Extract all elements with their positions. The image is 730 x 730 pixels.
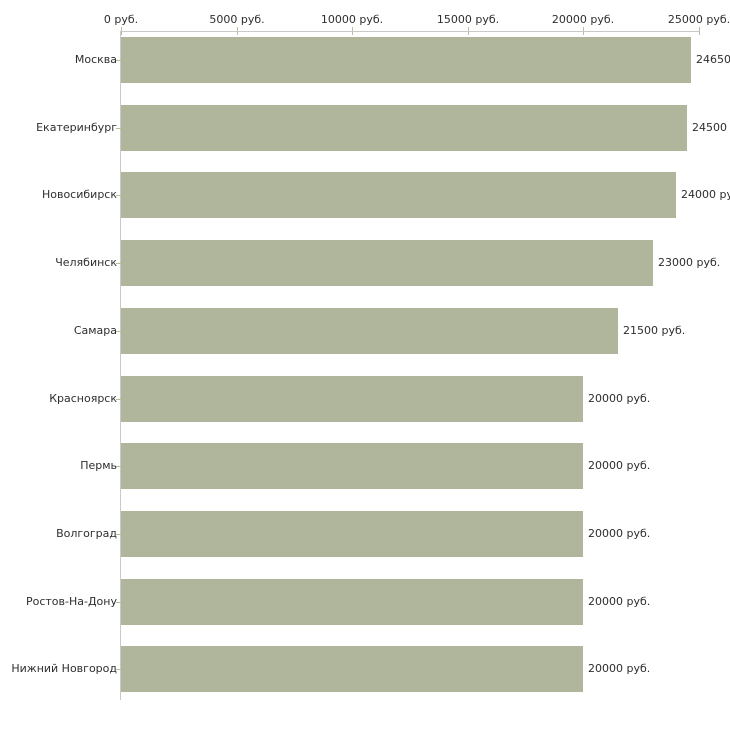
category-label: Волгоград xyxy=(56,527,117,540)
bar xyxy=(121,443,583,489)
bar xyxy=(121,579,583,625)
x-tick-mark xyxy=(699,27,700,35)
category-label: Ростов-На-Дону xyxy=(25,595,117,608)
category-label: Красноярск xyxy=(49,392,117,405)
y-tick-mark xyxy=(116,331,121,332)
x-tick-label: 5000 руб. xyxy=(209,13,265,26)
bar xyxy=(121,511,583,557)
value-label: 24000 руб. xyxy=(681,188,730,201)
x-tick-label: 25000 руб. xyxy=(667,13,730,26)
value-label: 20000 руб. xyxy=(588,662,651,675)
value-label: 20000 руб. xyxy=(588,392,651,405)
value-label: 20000 руб. xyxy=(588,595,651,608)
category-label: Пермь xyxy=(80,459,117,472)
y-tick-mark xyxy=(116,60,121,61)
bar xyxy=(121,308,618,354)
y-axis-line xyxy=(120,31,121,700)
y-tick-mark xyxy=(116,534,121,535)
category-label: Екатеринбург xyxy=(36,121,117,134)
y-tick-mark xyxy=(116,195,121,196)
y-tick-mark xyxy=(116,602,121,603)
x-tick-label: 0 руб. xyxy=(103,13,139,26)
category-label: Новосибирск xyxy=(41,188,117,201)
y-tick-mark xyxy=(116,466,121,467)
value-label: 20000 руб. xyxy=(588,459,651,472)
bar xyxy=(121,240,653,286)
y-tick-mark xyxy=(116,669,121,670)
category-label: Самара xyxy=(73,324,117,337)
value-label: 24500 руб. xyxy=(692,121,730,134)
value-label: 24650 руб. xyxy=(696,53,730,66)
category-label: Москва xyxy=(74,53,117,66)
category-label: Челябинск xyxy=(55,256,117,269)
value-label: 20000 руб. xyxy=(588,527,651,540)
bar xyxy=(121,172,676,218)
x-tick-label: 20000 руб. xyxy=(551,13,615,26)
bar xyxy=(121,376,583,422)
x-tick-label: 15000 руб. xyxy=(436,13,500,26)
y-tick-mark xyxy=(116,263,121,264)
x-axis-line xyxy=(121,31,699,32)
bar xyxy=(121,105,687,151)
value-label: 21500 руб. xyxy=(623,324,686,337)
y-tick-mark xyxy=(116,128,121,129)
y-tick-mark xyxy=(116,399,121,400)
bar xyxy=(121,37,691,83)
value-label: 23000 руб. xyxy=(658,256,721,269)
bar xyxy=(121,646,583,692)
category-label: Нижний Новгород xyxy=(11,662,117,675)
x-tick-label: 10000 руб. xyxy=(320,13,384,26)
